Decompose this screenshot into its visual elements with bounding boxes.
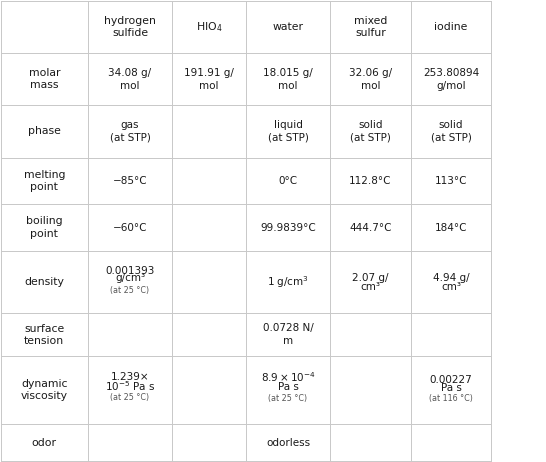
Text: 2.07 g/: 2.07 g/ <box>352 273 389 283</box>
Text: −85°C: −85°C <box>112 176 147 186</box>
Text: (at 25 °C): (at 25 °C) <box>110 286 150 295</box>
Text: (at 25 °C): (at 25 °C) <box>269 394 307 403</box>
Text: boiling
point: boiling point <box>26 216 63 239</box>
Text: $8.9\times10^{-4}$: $8.9\times10^{-4}$ <box>260 371 316 384</box>
Text: mixed
sulfur: mixed sulfur <box>354 16 387 38</box>
Text: hydrogen
sulfide: hydrogen sulfide <box>104 16 156 38</box>
Text: 112.8°C: 112.8°C <box>349 176 391 186</box>
Text: gas
(at STP): gas (at STP) <box>110 120 151 143</box>
Text: solid
(at STP): solid (at STP) <box>431 120 472 143</box>
Text: 1 g/cm$^3$: 1 g/cm$^3$ <box>267 274 309 290</box>
Text: solid
(at STP): solid (at STP) <box>350 120 391 143</box>
Text: water: water <box>272 22 304 32</box>
Text: −60°C: −60°C <box>113 223 147 232</box>
Text: molar
mass: molar mass <box>28 68 60 91</box>
Text: 444.7°C: 444.7°C <box>349 223 391 232</box>
Text: 191.91 g/
mol: 191.91 g/ mol <box>184 68 234 91</box>
Text: cm³: cm³ <box>441 282 461 292</box>
Text: 253.80894
g/mol: 253.80894 g/mol <box>423 68 479 91</box>
Text: 0°C: 0°C <box>278 176 298 186</box>
Text: 99.9839°C: 99.9839°C <box>260 223 316 232</box>
Text: phase: phase <box>28 127 61 136</box>
Text: odor: odor <box>32 438 57 448</box>
Text: 113°C: 113°C <box>435 176 467 186</box>
Text: cm³: cm³ <box>360 282 381 292</box>
Text: surface
tension: surface tension <box>24 323 64 346</box>
Text: 184°C: 184°C <box>435 223 467 232</box>
Text: melting
point: melting point <box>23 170 65 192</box>
Text: 34.08 g/
mol: 34.08 g/ mol <box>109 68 152 91</box>
Text: liquid
(at STP): liquid (at STP) <box>268 120 308 143</box>
Text: density: density <box>25 277 64 287</box>
Text: odorless: odorless <box>266 438 310 448</box>
Text: 1.239×: 1.239× <box>111 372 150 383</box>
Text: 32.06 g/
mol: 32.06 g/ mol <box>349 68 392 91</box>
Text: iodine: iodine <box>435 22 468 32</box>
Text: HIO$_4$: HIO$_4$ <box>196 20 222 34</box>
Text: Pa s: Pa s <box>277 383 299 392</box>
Text: 0.0728 N/
m: 0.0728 N/ m <box>263 323 313 346</box>
Text: (at 116 °C): (at 116 °C) <box>429 394 473 403</box>
Text: $10^{-5}$ Pa s: $10^{-5}$ Pa s <box>105 379 155 393</box>
Text: Pa s: Pa s <box>441 383 461 393</box>
Text: 0.00227: 0.00227 <box>430 375 472 385</box>
Text: 4.94 g/: 4.94 g/ <box>433 273 470 283</box>
Text: g/cm³: g/cm³ <box>115 274 145 284</box>
Text: (at 25 °C): (at 25 °C) <box>110 393 150 401</box>
Text: 18.015 g/
mol: 18.015 g/ mol <box>263 68 313 91</box>
Text: dynamic
viscosity: dynamic viscosity <box>21 379 68 401</box>
Text: 0.001393: 0.001393 <box>105 266 155 276</box>
